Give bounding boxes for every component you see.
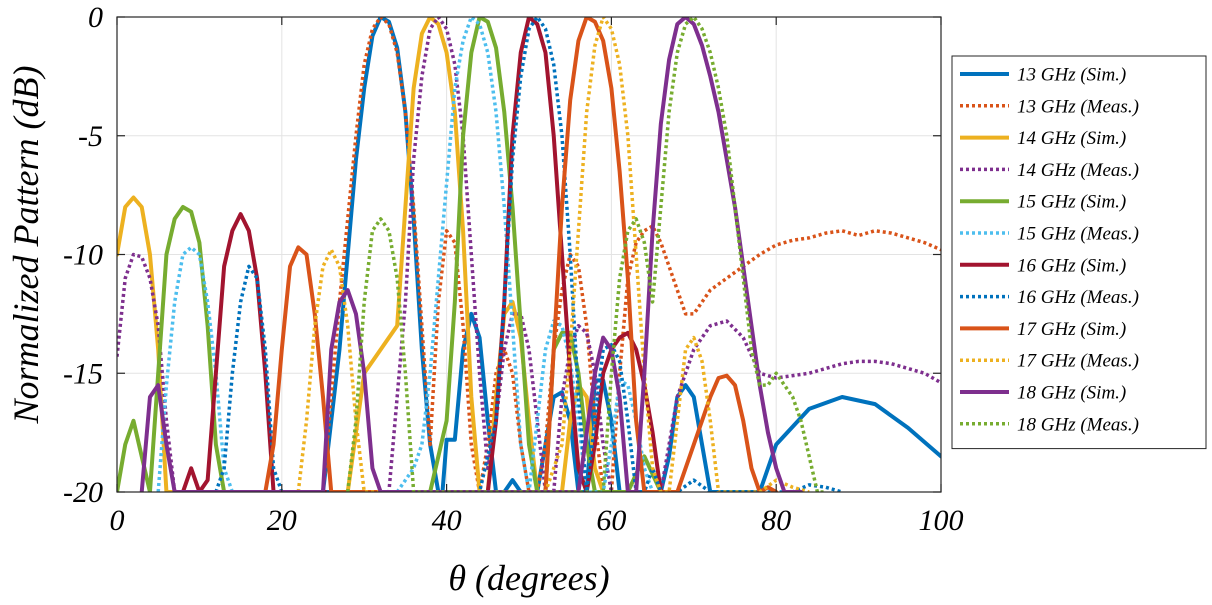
legend-label-8: 16 GHz (Meas.)	[1017, 287, 1139, 308]
legend-label-10: 17 GHz (Meas.)	[1017, 351, 1139, 372]
plot-area: 0 20 40 60 80 100 0 -5 -10 -15 -20 θ (degrees) Norma…	[6, 1, 964, 598]
series-line-7	[180, 17, 680, 492]
y-tick-label: -5	[78, 120, 103, 153]
legend-label-2: 13 GHz (Meas.)	[1017, 96, 1139, 117]
y-axis-label: Normalized Pattern (dB)	[6, 66, 46, 425]
x-tick-label: 80	[761, 504, 791, 537]
legend-label-3: 14 GHz (Sim.)	[1017, 128, 1126, 149]
series-line-9	[263, 17, 779, 492]
legend-label-7: 16 GHz (Sim.)	[1017, 255, 1126, 276]
y-tick-label: 0	[88, 1, 103, 34]
series-line-12	[345, 17, 826, 492]
legend-box	[951, 55, 1207, 450]
legend-label-11: 18 GHz (Sim.)	[1017, 383, 1126, 404]
legend-label-4: 14 GHz (Meas.)	[1017, 160, 1139, 181]
series-line-6	[156, 17, 655, 492]
x-tick-label: 40	[432, 504, 462, 537]
y-tick-label: -20	[63, 476, 103, 509]
series-line-2	[321, 17, 941, 492]
series-line-8	[214, 17, 843, 492]
legend: 13 GHz (Sim.) 13 GHz (Meas.) 14 GHz (Sim.)…	[951, 55, 1207, 450]
x-tick-label: 60	[596, 504, 626, 537]
legend-label-9: 17 GHz (Sim.)	[1017, 319, 1126, 340]
series-line-4	[117, 17, 941, 492]
series-group	[117, 17, 941, 492]
x-tick-label: 0	[110, 504, 125, 537]
legend-label-6: 15 GHz (Meas.)	[1017, 224, 1139, 245]
x-axis-label: θ (degrees)	[448, 558, 609, 598]
y-tick-label: -10	[63, 239, 103, 272]
series-line-5	[117, 17, 663, 492]
x-tick-label: 20	[267, 504, 297, 537]
series-line-11	[139, 17, 803, 492]
legend-label-5: 15 GHz (Sim.)	[1017, 192, 1126, 213]
x-tick-label: 100	[919, 504, 964, 537]
y-tick-label: -15	[63, 357, 103, 390]
series-line-10	[296, 17, 810, 492]
legend-label-1: 13 GHz (Sim.)	[1017, 65, 1126, 86]
series-line-3	[117, 17, 606, 492]
legend-label-12: 18 GHz (Meas.)	[1017, 414, 1139, 435]
